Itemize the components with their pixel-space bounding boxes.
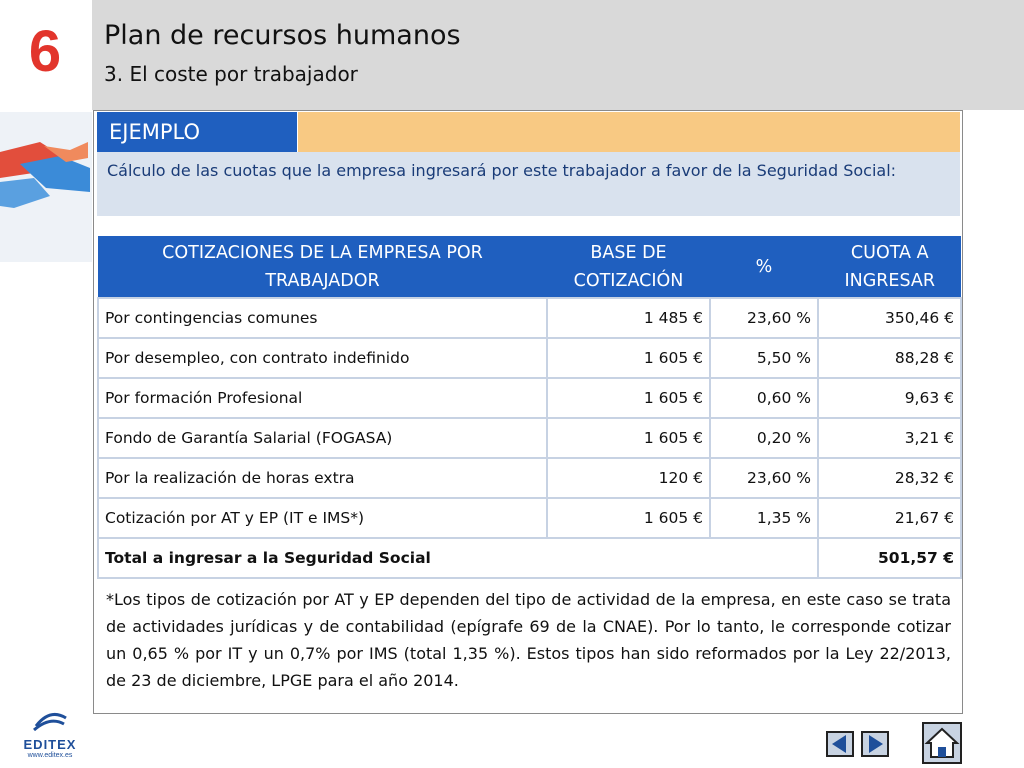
editex-logo-icon <box>33 712 67 732</box>
page-subtitle: 3. El coste por trabajador <box>104 62 358 86</box>
row-concept: Por la realización de horas extra <box>97 457 548 499</box>
handshake-icon <box>0 112 92 262</box>
prev-button[interactable] <box>826 731 854 757</box>
row-cuota: 88,28 € <box>817 337 962 379</box>
header-base: BASE DE COTIZACIÓN <box>546 236 710 298</box>
header-band <box>92 0 1024 110</box>
row-base: 1 485 € <box>546 297 711 339</box>
next-button[interactable] <box>861 731 889 757</box>
row-concept: Por contingencias comunes <box>97 297 548 339</box>
row-base: 120 € <box>546 457 711 499</box>
table-row: Por desempleo, con contrato indefinido 1… <box>97 337 962 379</box>
row-cuota: 3,21 € <box>817 417 962 459</box>
row-base: 1 605 € <box>546 417 711 459</box>
logo-url: www.editex.es <box>27 752 73 759</box>
row-cuota: 21,67 € <box>817 497 962 539</box>
row-base: 1 605 € <box>546 337 711 379</box>
row-concept: Por formación Profesional <box>97 377 548 419</box>
row-percent: 1,35 % <box>709 497 819 539</box>
right-triangle-icon <box>869 735 883 753</box>
table-row: Por formación Profesional 1 605 € 0,60 %… <box>97 377 962 419</box>
row-percent: 0,60 % <box>709 377 819 419</box>
row-cuota: 28,32 € <box>817 457 962 499</box>
total-row: Total a ingresar a la Seguridad Social 5… <box>97 537 962 579</box>
header-concept: COTIZACIONES DE LA EMPRESA POR TRABAJADO… <box>97 236 547 298</box>
chapter-box: 6 <box>0 0 90 112</box>
intro-text: Cálculo de las cuotas que la empresa ing… <box>107 161 897 180</box>
table-row: Por la realización de horas extra 120 € … <box>97 457 962 499</box>
page-title: Plan de recursos humanos <box>104 20 461 51</box>
row-percent: 5,50 % <box>709 337 819 379</box>
house-icon <box>924 727 960 758</box>
row-percent: 23,60 % <box>709 457 819 499</box>
logo-name: EDITEX <box>23 737 77 752</box>
left-triangle-icon <box>832 735 846 753</box>
example-header-bar <box>298 112 960 152</box>
row-concept: Por desempleo, con contrato indefinido <box>97 337 548 379</box>
row-percent: 23,60 % <box>709 297 819 339</box>
table-row: Cotización por AT y EP (IT e IMS*) 1 605… <box>97 497 962 539</box>
chapter-number: 6 <box>28 19 62 84</box>
header-cuota: CUOTA A INGRESAR <box>817 236 961 298</box>
intro-box: Cálculo de las cuotas que la empresa ing… <box>97 152 960 216</box>
row-base: 1 605 € <box>546 377 711 419</box>
editex-logo: EDITEX www.editex.es <box>14 710 86 764</box>
header-percent: % <box>709 236 818 298</box>
table-header-row: COTIZACIONES DE LA EMPRESA POR TRABAJADO… <box>97 236 961 298</box>
row-percent: 0,20 % <box>709 417 819 459</box>
total-label: Total a ingresar a la Seguridad Social <box>97 537 819 579</box>
row-base: 1 605 € <box>546 497 711 539</box>
total-value: 501,57 € <box>817 537 962 579</box>
row-cuota: 9,63 € <box>817 377 962 419</box>
footnote: *Los tipos de cotización por AT y EP dep… <box>106 590 951 690</box>
row-cuota: 350,46 € <box>817 297 962 339</box>
table-row: Fondo de Garantía Salarial (FOGASA) 1 60… <box>97 417 962 459</box>
contributions-table: COTIZACIONES DE LA EMPRESA POR TRABAJADO… <box>97 236 962 579</box>
table-row: Por contingencias comunes 1 485 € 23,60 … <box>97 297 962 339</box>
home-button[interactable] <box>922 722 962 764</box>
row-concept: Fondo de Garantía Salarial (FOGASA) <box>97 417 548 459</box>
row-concept: Cotización por AT y EP (IT e IMS*) <box>97 497 548 539</box>
example-label: EJEMPLO <box>97 112 297 152</box>
